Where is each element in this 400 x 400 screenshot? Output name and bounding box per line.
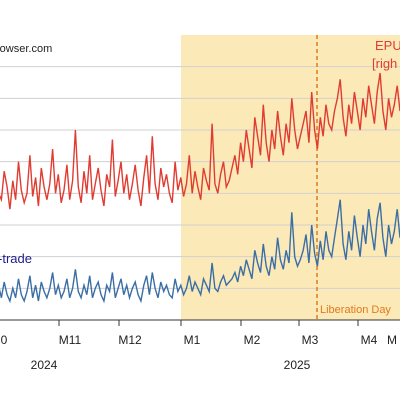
x-tick-label: M4: [361, 333, 378, 347]
x-axis-labels: 0 M11 M12 M1 M2 M3 M4 M: [1, 333, 397, 347]
x-tick-label: M: [387, 333, 397, 347]
series-label-epu-line2: [righ: [372, 56, 397, 71]
year-label-2024: 2024: [31, 358, 58, 372]
series-line-epu: [0, 72, 400, 210]
liberation-day-label: Liberation Day: [320, 304, 391, 316]
year-label-2025: 2025: [284, 358, 311, 372]
x-tick-label: M3: [302, 333, 319, 347]
series-line-trade: [0, 199, 400, 304]
x-tick-label: M2: [244, 333, 261, 347]
series-label-epu: EPU: [375, 38, 400, 53]
shaded-period: [181, 35, 400, 320]
x-tick-label: 0: [1, 333, 8, 347]
gridlines: [0, 66, 400, 289]
source-note: rowser.com: [0, 43, 52, 55]
series-label-trade: -trade: [0, 251, 32, 266]
x-tick-label: M1: [184, 333, 201, 347]
x-tick-label: M11: [59, 333, 82, 347]
x-tick-label: M12: [118, 333, 142, 347]
x-axis-ticks: [58, 320, 359, 326]
